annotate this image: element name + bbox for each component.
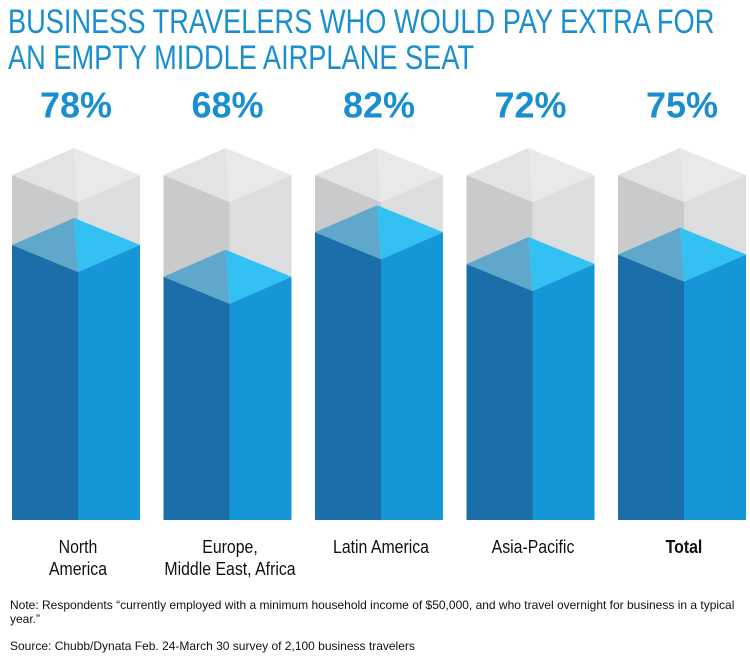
value-label: 78% [40,85,112,126]
bar-top-left [12,217,78,272]
bar-top-right [377,205,443,260]
bar-top-right [528,237,595,292]
note: Note: Respondents “currently employed wi… [10,598,735,626]
bar-top-right [74,217,140,272]
bar-left-face [12,244,78,520]
bar [12,217,140,520]
bar [618,227,746,520]
category-label: Total [665,537,703,557]
category-label: Europe, Middle East, Africa [163,537,296,579]
bar-right-face [381,232,443,521]
bar-top-right [225,249,292,304]
grey-top-left [618,148,684,202]
bar-top-left [618,227,684,282]
bar-top-left [315,205,381,260]
grey-top-right [528,148,595,202]
grey-top-left [12,148,78,202]
bar-left-face [163,276,230,520]
bar-right-face [532,264,595,520]
grey-top-left [466,148,533,202]
bar-top-right [680,227,746,282]
category-label: Latin America [333,537,429,557]
bar-right-face [78,244,140,520]
bar-left-face [315,232,381,521]
bar-right-face [229,276,292,520]
bar [315,205,443,521]
chart-title: BUSINESS TRAVELERS WHO WOULD PAY EXTRA F… [8,3,715,77]
source: Source: Chubb/Dynata Feb. 24-March 30 su… [10,639,415,653]
grey-top-left [163,148,230,202]
grey-top-left [315,148,381,202]
bar [466,237,595,520]
bar-top-left [163,249,230,304]
value-label: 72% [494,85,566,126]
value-label: 75% [646,85,718,126]
bar-left-face [618,254,684,520]
bar-top-left [466,237,533,292]
bar-right-face [684,254,746,520]
grey-top-right [680,148,746,202]
bar [163,249,292,520]
grey-top-right [377,148,443,202]
bar-left-face [466,264,533,520]
grey-top-right [225,148,292,202]
category-label: North America [48,537,108,579]
value-label: 68% [191,85,263,126]
category-label: Asia-Pacific [491,537,574,557]
value-label: 82% [343,85,415,126]
grey-top-right [74,148,140,202]
